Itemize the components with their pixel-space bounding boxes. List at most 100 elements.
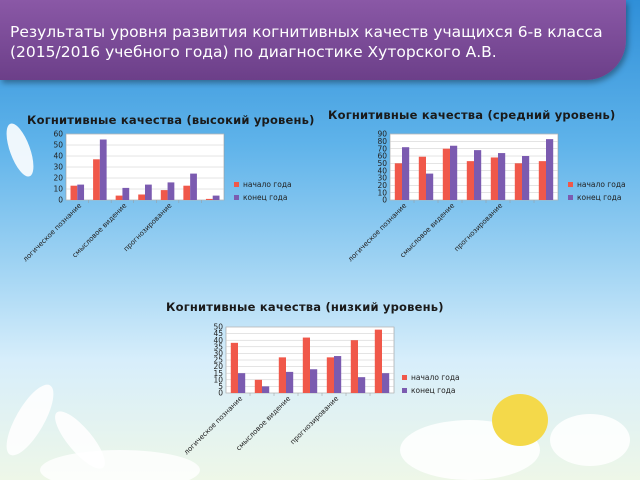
bar-start: [538, 161, 546, 200]
y-tick-label: 50: [377, 159, 387, 168]
legend-swatch-start: [402, 375, 407, 380]
bar-start: [418, 156, 426, 200]
legend-item-end: конец года: [234, 191, 292, 204]
bar-end: [310, 369, 318, 393]
bar-end: [334, 356, 342, 393]
bar-start: [326, 357, 334, 393]
bar-end: [450, 145, 458, 200]
bar-end: [522, 156, 530, 200]
legend-swatch-end: [568, 195, 573, 200]
chart-title-medium: Когнитивные качества (средний уровень): [328, 108, 616, 122]
y-tick-label: 0: [58, 196, 63, 205]
flower-decoration-bottom: [40, 394, 630, 480]
legend-swatch-start: [568, 182, 573, 187]
bar-start: [442, 148, 450, 200]
legend-label-end: конец года: [411, 386, 456, 395]
chart-title-high: Когнитивные качества (высокий уровень): [27, 113, 315, 127]
bar-end: [145, 184, 152, 200]
legend-item-start: начало года: [234, 178, 292, 191]
legend-label-end: конец года: [577, 193, 622, 202]
legend-item-start: начало года: [568, 178, 626, 191]
bar-end: [498, 153, 506, 200]
bar-end: [262, 386, 270, 393]
bar-start: [394, 163, 402, 200]
y-tick-label: 50: [213, 323, 223, 332]
y-tick-label: 30: [53, 163, 63, 172]
y-tick-label: 10: [213, 375, 223, 384]
bar-end: [358, 377, 366, 393]
bar-start: [350, 340, 358, 393]
bar-start: [138, 194, 145, 200]
legend-swatch-end: [234, 195, 239, 200]
y-tick-label: 60: [53, 130, 63, 139]
y-tick-label: 40: [53, 152, 63, 161]
legend-label-end: конец года: [243, 193, 288, 202]
title-banner: Результаты уровня развития когнитивных к…: [0, 0, 626, 80]
bar-end: [190, 173, 197, 200]
bar-start: [183, 185, 191, 200]
bar-end: [99, 139, 107, 200]
slide-title: Результаты уровня развития когнитивных к…: [10, 23, 603, 61]
bar-end: [426, 173, 434, 200]
legend-item-end: конец года: [568, 191, 626, 204]
bar-start: [302, 337, 310, 393]
bar-start: [254, 379, 262, 393]
y-tick-label: 30: [213, 349, 223, 358]
legend-high: начало года конец года: [234, 178, 292, 204]
legend-low: начало года конец года: [402, 371, 460, 397]
bar-end: [546, 139, 554, 200]
bar-start: [93, 159, 100, 200]
y-tick-label: 90: [377, 130, 387, 139]
legend-medium: начало года конец года: [568, 178, 626, 204]
y-tick-label: 30: [377, 174, 387, 183]
bar-end: [77, 184, 85, 200]
y-tick-label: 35: [213, 342, 223, 351]
legend-label-start: начало года: [577, 180, 626, 189]
bar-start: [514, 163, 522, 200]
bar-end: [286, 371, 294, 393]
bar-start: [374, 329, 382, 393]
legend-swatch-start: [234, 182, 239, 187]
x-category-label: прогнозирование: [289, 395, 340, 446]
legend-label-start: начало года: [243, 180, 292, 189]
bar-end: [382, 373, 390, 393]
bar-end: [167, 182, 175, 200]
y-tick-label: 10: [377, 188, 387, 197]
y-tick-label: 20: [213, 362, 223, 371]
y-tick-label: 20: [377, 181, 387, 190]
bar-end: [122, 187, 130, 200]
y-tick-label: 40: [377, 166, 387, 175]
legend-item-start: начало года: [402, 371, 460, 384]
bar-end: [212, 195, 220, 200]
y-tick-label: 60: [377, 152, 387, 161]
y-tick-label: 5: [218, 382, 223, 391]
y-tick-label: 0: [382, 196, 387, 205]
bar-start: [70, 185, 78, 200]
legend-swatch-end: [402, 388, 407, 393]
bar-end: [402, 147, 410, 200]
y-tick-label: 50: [53, 141, 63, 150]
y-tick-label: 40: [213, 336, 223, 345]
y-tick-label: 15: [213, 369, 223, 378]
chart-title-low: Когнитивные качества (низкий уровень): [166, 300, 444, 314]
legend-item-end: конец года: [402, 384, 460, 397]
legend-label-start: начало года: [411, 373, 460, 382]
bar-start: [115, 195, 123, 200]
y-tick-label: 80: [377, 137, 387, 146]
bar-start: [205, 198, 213, 200]
bar-start: [230, 342, 238, 393]
bar-start: [490, 157, 498, 200]
bar-start: [160, 190, 168, 200]
y-tick-label: 20: [53, 174, 63, 183]
bar-start: [278, 357, 286, 393]
y-tick-label: 45: [213, 329, 223, 338]
bar-end: [474, 150, 482, 200]
y-tick-label: 10: [53, 185, 63, 194]
y-tick-label: 70: [377, 144, 387, 153]
bar-end: [238, 373, 246, 393]
bar-start: [466, 161, 474, 200]
